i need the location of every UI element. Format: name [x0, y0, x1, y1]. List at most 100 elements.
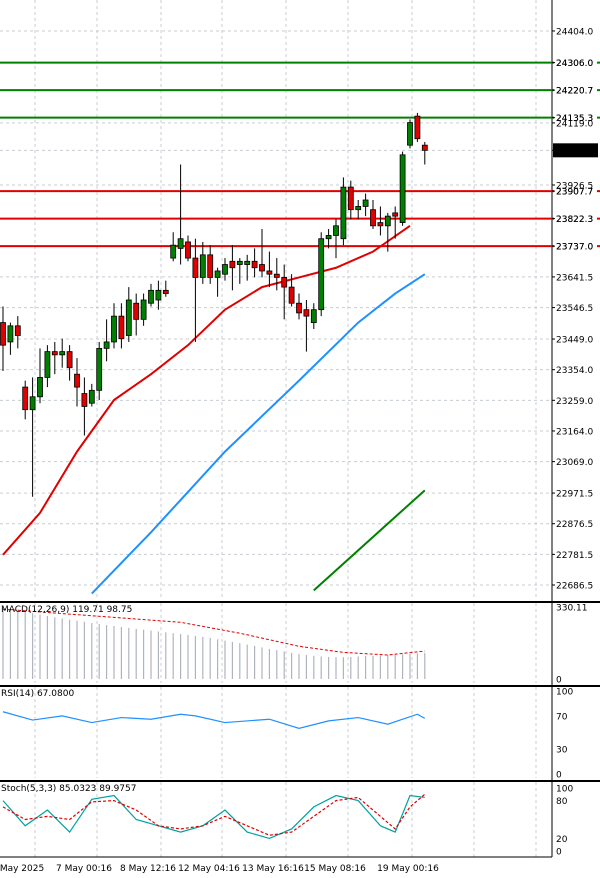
candle-body	[192, 257, 199, 278]
moving-average-line	[91, 273, 426, 595]
y-tick-label: 22971.5	[556, 490, 593, 500]
candle-body	[281, 277, 288, 288]
panel-frames	[0, 0, 600, 858]
level-label-bg	[554, 185, 597, 198]
candle-body	[133, 302, 140, 320]
y-tick-label: 22876.5	[556, 520, 593, 530]
candle-body	[310, 309, 317, 323]
level-label-bg	[554, 111, 597, 124]
candle-body	[288, 286, 295, 304]
candle-body	[207, 254, 214, 278]
stoch-y-tick-label: 80	[556, 797, 568, 807]
candle-body	[74, 373, 80, 388]
candle-body	[125, 299, 132, 336]
macd-y-tick-label: 0	[556, 676, 562, 686]
candle-body	[347, 186, 354, 211]
candle-body	[177, 238, 184, 249]
y-tick-label: 24404.0	[556, 27, 593, 37]
y-tick-label: 23737.0	[556, 243, 593, 253]
level-label: 23822.3	[556, 215, 593, 225]
candle-body	[66, 351, 73, 369]
level-label-bg	[554, 84, 597, 97]
candle-body	[199, 254, 206, 278]
candle-body	[340, 186, 347, 240]
candle-body	[370, 209, 376, 227]
y-tick-label: 24135.3	[556, 114, 593, 124]
current-price-tag	[553, 143, 598, 158]
y-tick-label: 23926.5	[556, 182, 593, 192]
y-tick-label: 24119.0	[556, 119, 593, 129]
rsi-y-tick-label: 70	[556, 712, 568, 722]
candle-body	[59, 351, 66, 356]
level-label: 23907.7	[556, 188, 593, 198]
candle-body	[303, 309, 310, 317]
candle-body	[155, 289, 162, 301]
y-tick-label: 23449.0	[556, 336, 593, 346]
candle-body	[392, 212, 399, 217]
candle-body	[244, 260, 251, 265]
y-tick-label: 24306.0	[556, 59, 593, 69]
y-tick-label: 23259.0	[556, 397, 593, 407]
level-label-bg	[554, 212, 597, 225]
candle-body	[37, 377, 43, 398]
y-tick-label: 23546.5	[556, 304, 593, 314]
x-tick-label: 19 May 00:16	[377, 864, 439, 874]
candle-body	[362, 199, 369, 207]
stoch-line	[2, 794, 425, 840]
candle-body	[88, 389, 95, 404]
moving-average-line	[313, 489, 426, 592]
horizontal-levels: 24306.0 24220.7 24135.3 23907.7 23822.3 23737…	[0, 56, 600, 253]
y-tick-label: 23822.3	[556, 215, 593, 225]
macd-signal-line	[2, 608, 425, 656]
y-tick-label: 23354.0	[556, 366, 593, 376]
rsi-y-tick-label: 30	[556, 746, 568, 756]
candle-body	[103, 341, 110, 349]
candle-body	[214, 270, 221, 278]
candle-body	[140, 299, 147, 320]
macd-y-tick-label: 330.11	[556, 604, 588, 614]
candle-body	[407, 122, 413, 146]
rsi-label: RSI(14) 67.0800	[1, 689, 74, 699]
current-price-label: 24034.0	[556, 147, 593, 157]
rsi-y-tick-label: 0	[556, 771, 562, 781]
candle-body	[325, 235, 332, 240]
candle-body	[111, 315, 117, 343]
level-label: 24220.7	[556, 87, 593, 97]
candle-body	[229, 260, 236, 269]
grid-lines	[0, 0, 552, 857]
x-tick-label: May 2025	[0, 864, 44, 874]
candle-body	[185, 241, 191, 259]
candle-body	[259, 264, 265, 272]
x-tick-label: 15 May 08:16	[304, 864, 366, 874]
candle-body	[399, 154, 406, 223]
level-label: 23737.0	[556, 243, 593, 253]
candle-body	[44, 351, 51, 378]
candlesticks	[0, 112, 428, 497]
stoch-line	[2, 793, 426, 836]
y-tick-label: 23641.5	[556, 273, 593, 283]
time-axis: May 2025 7 May 00:16 8 May 12:16 12 May 04:…	[0, 864, 439, 874]
level-label-bg	[554, 56, 597, 69]
y-tick-label: 23907.7	[556, 188, 593, 198]
stoch-panel: Stoch(5,3,3) 85.0323 89.9757 100 80 20 0	[1, 784, 573, 858]
level-label: 24135.3	[556, 114, 593, 124]
y-tick-label: 22686.5	[556, 582, 593, 592]
candle-body	[51, 351, 58, 356]
macd-panel: MACD(12,26,9) 119.71 98.75 330.11 0	[1, 604, 588, 686]
candle-body	[251, 260, 258, 269]
candle-body	[384, 215, 391, 227]
candle-body	[236, 260, 243, 265]
candle-body	[355, 206, 362, 211]
x-tick-label: 12 May 04:16	[178, 864, 240, 874]
candle-body	[333, 225, 339, 236]
candle-body	[318, 238, 325, 311]
stoch-y-tick-label: 100	[556, 785, 573, 795]
candle-body	[14, 325, 21, 336]
x-tick-label: 13 May 16:16	[242, 864, 304, 874]
rsi-panel: RSI(14) 67.0800 100 70 30 0	[1, 688, 573, 781]
candle-body	[81, 393, 88, 407]
stoch-y-tick-label: 20	[556, 835, 568, 845]
stoch-label: Stoch(5,3,3) 85.0323 89.9757	[1, 784, 136, 794]
